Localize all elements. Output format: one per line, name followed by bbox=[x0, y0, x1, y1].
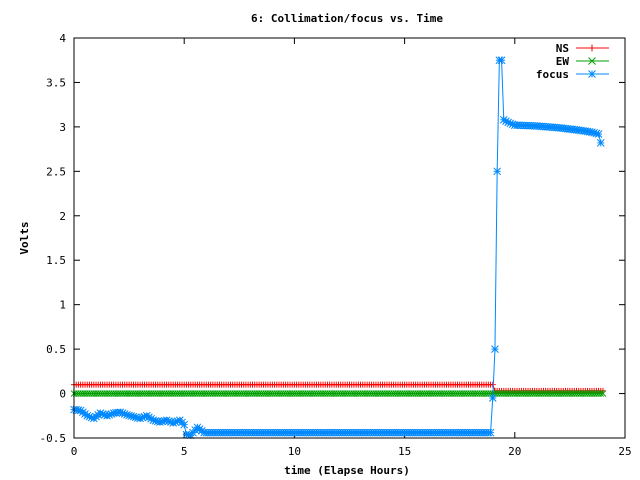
data-point bbox=[489, 381, 496, 388]
legend-marker bbox=[588, 70, 596, 78]
y-tick-label: 0.5 bbox=[46, 343, 66, 356]
series-layer bbox=[70, 56, 607, 440]
y-tick-label: 3 bbox=[59, 121, 66, 134]
x-axis-label: time (Elapse Hours) bbox=[284, 464, 410, 477]
x-tick-label: 15 bbox=[398, 445, 411, 458]
x-tick-label: 5 bbox=[181, 445, 188, 458]
data-point bbox=[488, 394, 497, 402]
y-tick-label: 1.5 bbox=[46, 254, 66, 267]
legend-label: EW bbox=[556, 55, 570, 68]
y-tick-label: 3.5 bbox=[46, 76, 66, 89]
legend-marker bbox=[588, 57, 596, 65]
data-point bbox=[486, 428, 495, 437]
series-line bbox=[73, 59, 602, 436]
y-tick-label: 1 bbox=[59, 299, 66, 312]
y-tick-label: 0 bbox=[59, 388, 66, 401]
legend-marker bbox=[588, 44, 596, 52]
data-point bbox=[497, 56, 506, 65]
data-point bbox=[596, 139, 605, 147]
plot-frame bbox=[73, 37, 626, 439]
data-point bbox=[599, 390, 607, 397]
y-axis-label: Volts bbox=[18, 221, 31, 254]
data-point bbox=[491, 345, 499, 353]
x-tick-label: 0 bbox=[71, 445, 78, 458]
chart-title: 6: Collimation/focus vs. Time bbox=[251, 12, 443, 25]
y-tick-label: 4 bbox=[59, 32, 66, 45]
x-tick-label: 20 bbox=[508, 445, 521, 458]
data-point bbox=[180, 420, 189, 429]
data-point bbox=[597, 390, 605, 397]
legend-label: focus bbox=[536, 68, 569, 81]
legend-label: NS bbox=[556, 42, 569, 55]
series-focus bbox=[70, 56, 605, 440]
y-tick-label: -0.5 bbox=[40, 432, 67, 445]
series-ew bbox=[70, 390, 607, 397]
x-tick-label: 25 bbox=[618, 445, 631, 458]
y-tick-label: 2 bbox=[59, 210, 66, 223]
data-point bbox=[594, 130, 603, 138]
y-tick-label: 2.5 bbox=[46, 165, 66, 178]
x-tick-label: 10 bbox=[288, 445, 301, 458]
data-point bbox=[493, 167, 502, 176]
axis-ticks: -0.5 0 0.5 1 1.5 2 2.5 3 3.5 4 0 5 10 15 20 25 bbox=[40, 32, 632, 458]
